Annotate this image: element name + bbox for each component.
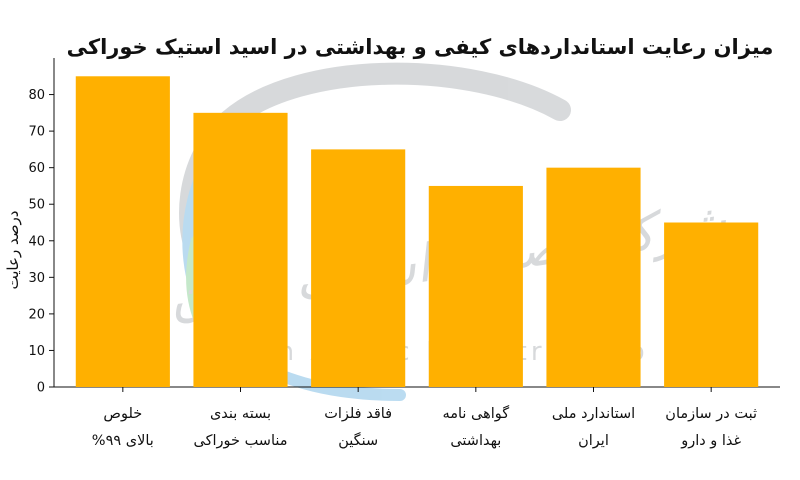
x-categories: خلوص بالای ۹۹% بسته بندی مناسب خوراکی فاقد ف… bbox=[92, 387, 757, 449]
y-tick-label: 10 bbox=[28, 344, 45, 359]
y-tick-label: 50 bbox=[28, 198, 45, 213]
x-category-label: ایران bbox=[578, 433, 609, 449]
y-axis-label: درصد رعایت bbox=[4, 211, 22, 290]
x-category-label: خلوص bbox=[103, 406, 142, 422]
bar bbox=[311, 149, 406, 387]
bar bbox=[428, 185, 523, 387]
x-category-label: بهداشتی bbox=[450, 433, 501, 449]
x-category-label: فاقد فلزات bbox=[324, 406, 392, 422]
y-tick-label: 40 bbox=[28, 234, 45, 249]
chart-title: میزان رعایت استانداردهای کیفی و بهداشتی … bbox=[67, 35, 774, 59]
x-category-label: غذا و دارو bbox=[680, 433, 741, 449]
bar bbox=[75, 76, 170, 388]
x-category-label: بالای ۹۹% bbox=[92, 433, 154, 449]
y-tick-label: 60 bbox=[28, 161, 45, 176]
bar bbox=[664, 222, 759, 387]
y-tick-label: 0 bbox=[37, 381, 45, 396]
bar bbox=[546, 167, 641, 387]
x-category-label: مناسب خوراکی bbox=[193, 433, 287, 449]
x-category-label: گواهی نامه bbox=[442, 405, 509, 422]
y-tick-label: 20 bbox=[28, 307, 45, 322]
x-category-label: بسته بندی bbox=[210, 406, 271, 422]
watermark-arc-gray bbox=[179, 62, 571, 281]
y-tick-label: 70 bbox=[28, 125, 45, 140]
bars bbox=[75, 76, 759, 388]
y-tick-label: 30 bbox=[28, 271, 45, 286]
x-category-label: استاندارد ملی bbox=[552, 406, 635, 422]
bar bbox=[193, 112, 288, 387]
y-ticks: 0 10 20 30 40 50 60 70 80 bbox=[28, 88, 54, 396]
x-category-label: ثبت در سازمان bbox=[665, 406, 757, 422]
x-category-label: سنگین bbox=[338, 432, 378, 449]
y-tick-label: 80 bbox=[28, 88, 45, 103]
